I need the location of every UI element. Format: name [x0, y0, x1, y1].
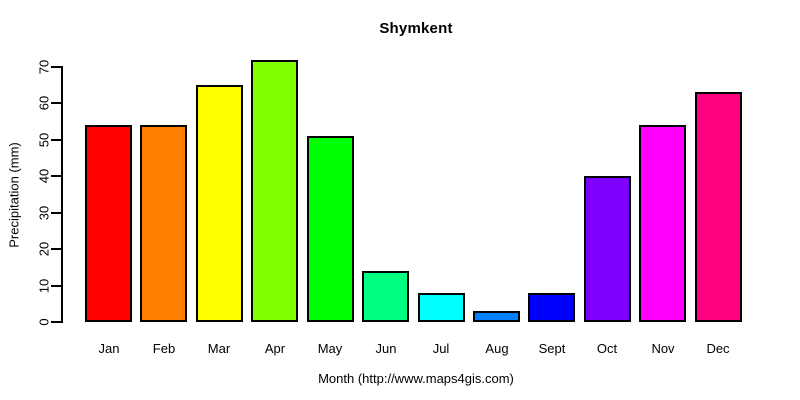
x-tick-label-oct: Oct [596, 341, 618, 356]
x-tick-label-aug: Aug [485, 341, 509, 356]
x-tick-label-feb: Feb [152, 341, 176, 356]
bar-oct [584, 176, 631, 322]
x-tick-label-nov: Nov [651, 341, 675, 356]
bar-jul [418, 293, 465, 322]
chart-title: Shymkent [379, 20, 453, 37]
y-axis-tick [51, 248, 61, 251]
x-tick-label-dec: Dec [706, 341, 730, 356]
y-axis-tick [51, 102, 61, 105]
bar-feb [140, 125, 187, 322]
x-tick-label-apr: Apr [264, 341, 286, 356]
y-axis-tick [51, 284, 61, 287]
x-tick-label-mar: Mar [207, 341, 231, 356]
y-axis-tick-label-text: 60 [36, 96, 52, 111]
x-tick-label-jan: Jan [98, 341, 120, 356]
x-tick-label-jun: Jun [375, 341, 397, 356]
bar-aug [473, 311, 520, 322]
y-axis-line [61, 66, 63, 323]
bar-jun [362, 271, 409, 322]
y-axis-tick-label-text: 70 [36, 59, 52, 75]
bar-jan [85, 125, 132, 322]
y-axis-tick-label-text: 50 [36, 132, 52, 148]
bar-nov [639, 125, 686, 322]
x-tick-label-jul: Jul [432, 341, 450, 356]
y-axis-tick-label-text: 40 [36, 169, 52, 184]
y-axis-tick [51, 321, 61, 323]
y-axis-tick [51, 175, 61, 178]
bar-sept [528, 293, 575, 322]
bar-apr [251, 60, 298, 322]
y-axis-tick [51, 138, 61, 141]
x-axis-label: Month (http://www.maps4gis.com) [318, 371, 514, 386]
y-axis-tick-label-text: 20 [36, 241, 52, 257]
y-axis-tick-label-text: 30 [36, 205, 52, 220]
bar-may [307, 136, 354, 322]
x-tick-label-may: May [317, 341, 343, 356]
bar-dec [695, 92, 742, 322]
bar-mar [196, 85, 243, 322]
x-tick-label-sept: Sept [538, 341, 566, 356]
y-axis-tick [51, 211, 61, 214]
y-axis-tick-label-text: 10 [36, 278, 52, 293]
y-axis-tick-label-text: 0 [36, 318, 52, 326]
y-axis-tick [51, 65, 61, 68]
